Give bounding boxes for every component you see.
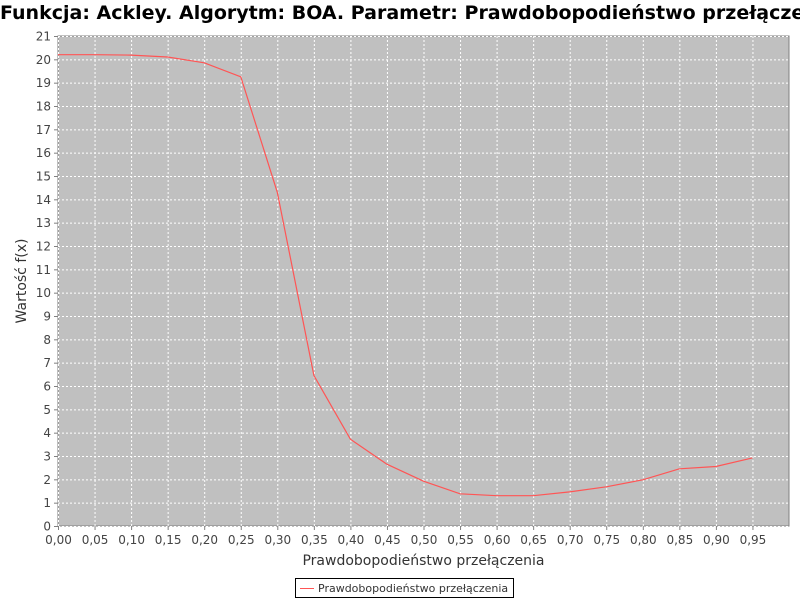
y-tick-label: 0 (43, 520, 51, 534)
y-tick-label: 14 (36, 193, 51, 207)
y-tick-label: 2 (43, 473, 51, 487)
y-tick-label: 15 (36, 170, 51, 184)
y-tick-label: 6 (43, 380, 51, 394)
x-tick-label: 0,75 (593, 533, 620, 547)
x-tick-label: 0,50 (411, 533, 438, 547)
grid-lines (58, 36, 789, 527)
y-tick-label: 20 (36, 53, 51, 67)
legend-swatch (300, 587, 314, 589)
y-tick-label: 10 (36, 286, 51, 300)
x-tick-label: 0,35 (301, 533, 328, 547)
y-tick-label: 21 (36, 30, 51, 44)
x-tick-label: 0,20 (191, 533, 218, 547)
x-tick-label: 0,65 (520, 533, 547, 547)
x-tick-label: 0,90 (703, 533, 730, 547)
x-tick-label: 0,45 (374, 533, 401, 547)
x-tick-label: 0,55 (447, 533, 474, 547)
x-tick-label: 0,30 (264, 533, 291, 547)
y-tick-label: 5 (43, 403, 51, 417)
x-tick-label: 0,10 (118, 533, 145, 547)
x-tick-label: 0,00 (45, 533, 72, 547)
y-tick-label: 18 (36, 100, 51, 114)
y-tick-label: 17 (36, 123, 51, 137)
x-tick-label: 0,85 (666, 533, 693, 547)
x-tick-label: 0,95 (740, 533, 767, 547)
legend-label: Prawdobopodieństwo przełączenia (318, 581, 509, 595)
legend: Prawdobopodieństwo przełączenia (295, 578, 515, 598)
y-tick-label: 8 (43, 333, 51, 347)
x-tick-label: 0,25 (228, 533, 255, 547)
y-tick-label: 9 (43, 310, 51, 324)
y-tick-label: 11 (36, 263, 51, 277)
x-axis-label: Prawdobopodieństwo przełączenia (302, 553, 544, 569)
x-tick-label: 0,05 (82, 533, 109, 547)
y-tick-label: 19 (36, 76, 51, 90)
y-tick-label: 13 (36, 216, 51, 230)
y-tick-label: 16 (36, 146, 51, 160)
series-line (58, 54, 753, 497)
y-tick-label: 12 (36, 240, 51, 254)
x-tick-label: 0,70 (557, 533, 584, 547)
y-tick-label: 4 (43, 426, 51, 440)
x-tick-label: 0,15 (155, 533, 182, 547)
x-tick-label: 0,80 (630, 533, 657, 547)
chart-title: Funkcja: Ackley. Algorytm: BOA. Parametr… (0, 2, 800, 24)
y-axis-label: Wartość f(x) (14, 239, 30, 324)
y-tick-label: 1 (43, 496, 51, 510)
y-tick-label: 7 (43, 356, 51, 370)
y-tick-label: 3 (43, 450, 51, 464)
series-layer (58, 54, 753, 497)
x-tick-label: 0,40 (338, 533, 365, 547)
x-tick-label: 0,60 (484, 533, 511, 547)
